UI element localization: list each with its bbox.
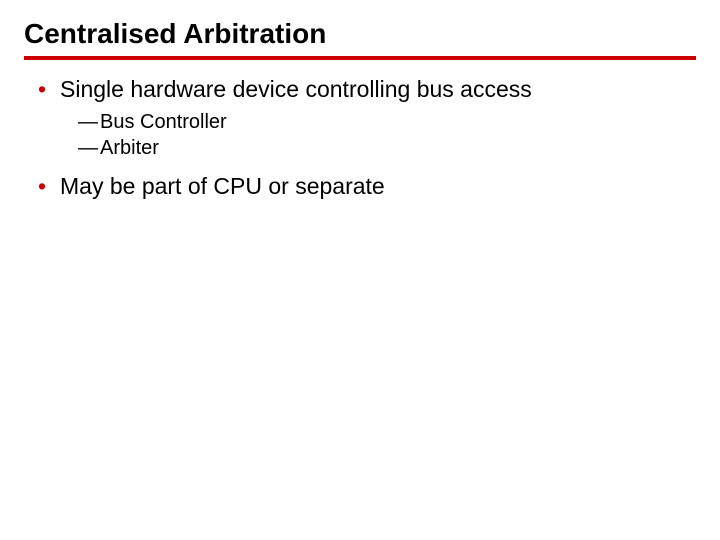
bullet-list: Single hardware device controlling bus a… (24, 74, 696, 202)
list-item: Single hardware device controlling bus a… (38, 74, 696, 161)
list-item: May be part of CPU or separate (38, 171, 696, 202)
list-item: Bus Controller (78, 109, 696, 135)
sub-bullet-text: Arbiter (100, 137, 159, 159)
slide: Centralised Arbitration Single hardware … (0, 0, 720, 540)
slide-title: Centralised Arbitration (24, 18, 696, 50)
sub-bullet-text: Bus Controller (100, 111, 227, 133)
title-underline (24, 56, 696, 60)
bullet-text: Single hardware device controlling bus a… (60, 76, 532, 102)
sub-bullet-list: Bus Controller Arbiter (60, 109, 696, 161)
list-item: Arbiter (78, 135, 696, 161)
bullet-text: May be part of CPU or separate (60, 173, 385, 199)
